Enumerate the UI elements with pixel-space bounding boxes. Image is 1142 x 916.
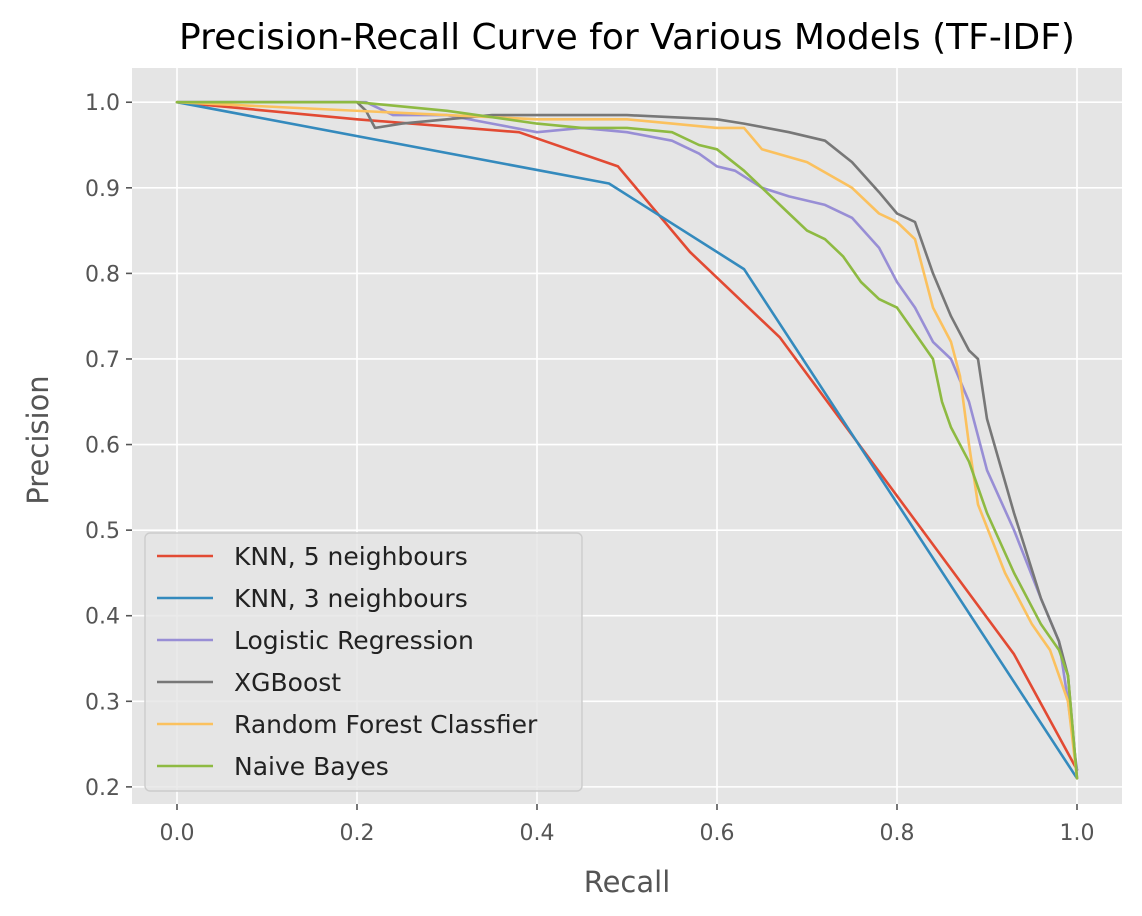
series-lines xyxy=(175,100,1079,780)
y-axis-label: Precision xyxy=(21,375,55,504)
y-tick-label: 0.7 xyxy=(85,348,120,373)
x-tick-label: 0.6 xyxy=(700,821,735,846)
x-tick-label: 0.4 xyxy=(520,821,555,846)
y-tick-label: 1.0 xyxy=(85,91,120,116)
y-tick-label: 0.6 xyxy=(85,434,120,459)
series-line-3 xyxy=(175,100,1079,780)
series-line-2 xyxy=(175,100,1079,772)
y-tick-label: 0.2 xyxy=(85,776,120,801)
legend: KNN, 5 neighbours KNN, 3 neighbours Logist… xyxy=(144,532,583,792)
series-line-0 xyxy=(175,100,1079,772)
series-line-5 xyxy=(175,100,1079,780)
y-tick-label: 0.9 xyxy=(85,177,120,202)
series-line-1 xyxy=(175,100,1079,780)
x-axis: 0.0 0.2 0.4 0.6 0.8 1.0 xyxy=(160,804,1095,846)
y-axis: 0.2 0.3 0.4 0.5 0.6 0.7 0.8 0.9 1.0 xyxy=(85,91,132,801)
x-tick-label: 0.8 xyxy=(880,821,915,846)
legend-entry-label: Logistic Regression xyxy=(234,626,474,655)
y-tick-label: 0.3 xyxy=(85,690,120,715)
legend-entry-label: Random Forest Classfier xyxy=(234,710,538,739)
y-tick-label: 0.5 xyxy=(85,519,120,544)
x-tick-label: 1.0 xyxy=(1060,821,1095,846)
x-tick-label: 0.0 xyxy=(160,821,195,846)
series-line-4 xyxy=(175,100,1079,780)
legend-entry-label: KNN, 3 neighbours xyxy=(234,584,468,613)
legend-entry-label: KNN, 5 neighbours xyxy=(234,542,468,571)
legend-entry-label: XGBoost xyxy=(234,668,341,697)
chart-title: Precision-Recall Curve for Various Model… xyxy=(179,17,1075,58)
y-tick-label: 0.4 xyxy=(85,605,120,630)
legend-box xyxy=(144,532,583,792)
y-tick-label: 0.8 xyxy=(85,262,120,287)
legend-entry-label: Naive Bayes xyxy=(234,752,389,781)
x-axis-label: Recall xyxy=(584,865,671,899)
x-tick-label: 0.2 xyxy=(340,821,375,846)
